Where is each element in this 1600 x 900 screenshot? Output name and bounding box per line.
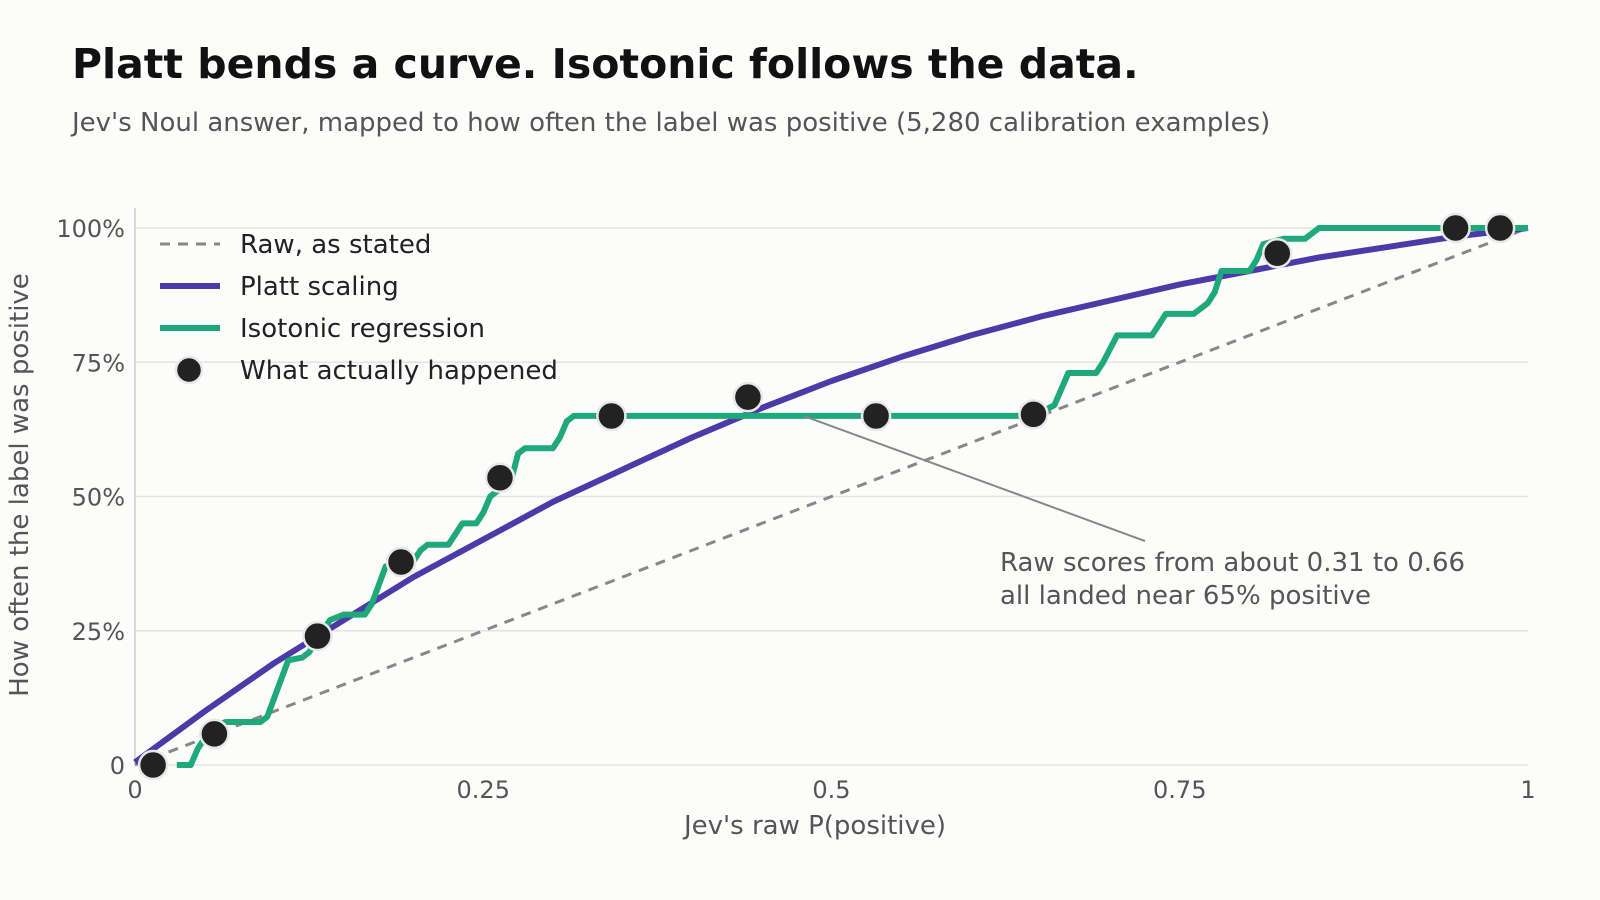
- legend-marker-3: [174, 355, 204, 385]
- annotation-text-line-1: all landed near 65% positive: [1000, 581, 1371, 611]
- observed-point-2: [302, 620, 333, 652]
- axes: 0 25% 50% 75% 100% 0 0.25 0.5 0.75 1: [56, 208, 1536, 804]
- annotation-leader-line: [803, 415, 1146, 542]
- legend-label-0: Raw, as stated: [240, 230, 431, 260]
- observed-point-0: [137, 749, 169, 781]
- observed-point-5: [596, 400, 627, 432]
- y-tick-label-2: 50%: [72, 484, 125, 512]
- y-tick-label-0: 0: [110, 752, 125, 780]
- y-tick-label-4: 100%: [56, 215, 125, 243]
- chart-subtitle: Jev's Noul answer, mapped to how often t…: [72, 108, 1271, 138]
- observed-point-4: [484, 462, 516, 493]
- y-axis-label: How often the label was positive: [5, 273, 35, 697]
- legend-label-3: What actually happened: [240, 356, 558, 386]
- x-axis-label: Jev's raw P(positive): [682, 811, 946, 841]
- chart-title: Platt bends a curve. Isotonic follows th…: [72, 40, 1139, 88]
- observed-point-3: [385, 546, 417, 578]
- legend-label-1: Platt scaling: [240, 272, 399, 302]
- observed-point-11: [1484, 212, 1516, 244]
- y-tick-label-3: 75%: [72, 349, 125, 377]
- legend: Raw, as stated Platt scaling Isotonic regr…: [160, 230, 558, 386]
- x-tick-label-4: 1: [1520, 776, 1535, 804]
- x-tick-label-0: 0: [127, 776, 142, 804]
- observed-point-7: [860, 400, 892, 432]
- observed-point-1: [199, 718, 230, 750]
- x-tick-label-1: 0.25: [457, 776, 510, 804]
- observed-point-9: [1262, 237, 1293, 269]
- y-tick-label-1: 25%: [72, 618, 125, 646]
- observed-points: [137, 212, 1516, 781]
- series-line-raw-as-stated: [134, 226, 1529, 767]
- observed-point-6: [732, 381, 764, 413]
- observed-point-10: [1440, 212, 1471, 244]
- annotation-text-line-0: Raw scores from about 0.31 to 0.66: [1000, 548, 1465, 578]
- observed-point-8: [1018, 399, 1049, 430]
- x-tick-label-2: 0.5: [812, 776, 850, 804]
- x-tick-label-3: 0.75: [1153, 776, 1206, 804]
- legend-label-2: Isotonic regression: [240, 314, 485, 344]
